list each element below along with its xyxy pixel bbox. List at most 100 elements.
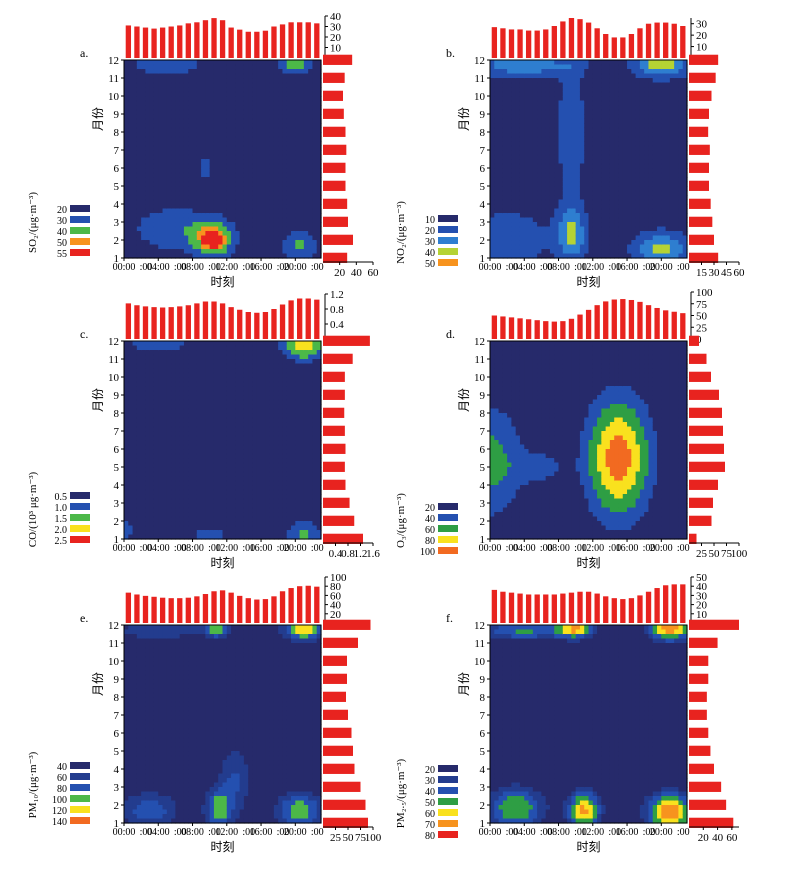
heatmap-cell (623, 245, 628, 250)
heatmap-cell (278, 245, 283, 250)
heatmap-cell (158, 119, 163, 124)
heatmap-cell (597, 137, 602, 142)
heatmap-cell (623, 146, 628, 151)
heatmap-cell (218, 159, 223, 164)
heatmap-cell (541, 74, 546, 79)
heatmap-cell (507, 168, 512, 173)
heatmap-cell (240, 119, 245, 124)
heatmap-cell (265, 78, 270, 83)
heatmap-cell (571, 249, 576, 254)
heatmap-cell (124, 526, 129, 531)
heatmap-cell (576, 218, 581, 223)
heatmap-cell (223, 240, 228, 245)
heatmap-cell (223, 191, 228, 196)
heatmap-cell (141, 245, 146, 250)
heatmap-cell (563, 101, 568, 106)
heatmap-cell (494, 150, 499, 155)
heatmap-cell (184, 132, 189, 137)
heatmap-cell (124, 200, 129, 205)
heatmap-cell (252, 114, 257, 119)
heatmap-cell (167, 83, 172, 88)
heatmap-cell (180, 404, 185, 409)
heatmap-cell (559, 240, 564, 245)
heatmap-cell (580, 60, 585, 65)
heatmap-cell (550, 236, 555, 241)
heatmap-cell (308, 186, 313, 191)
heatmap-cell (257, 132, 262, 137)
heatmap-cell (516, 173, 521, 178)
heatmap-cell (674, 96, 679, 101)
heatmap-cell (631, 101, 636, 106)
heatmap-cell (601, 155, 606, 160)
x-tick-label: 12:00 (215, 262, 238, 273)
heatmap-cell (214, 114, 219, 119)
heatmap-cell (644, 110, 649, 115)
heatmap-cell (520, 168, 525, 173)
heatmap-cell (593, 204, 598, 209)
heatmap-cell (597, 186, 602, 191)
heatmap-cell (210, 164, 215, 169)
heatmap-cell (158, 472, 163, 477)
heatmap-cell (287, 164, 292, 169)
heatmap-cell (580, 222, 585, 227)
heatmap-cell (627, 92, 632, 97)
heatmap-cell (257, 186, 262, 191)
heatmap-cell (150, 173, 155, 178)
heatmap-cell (128, 105, 133, 110)
heatmap-cell (265, 60, 270, 65)
heatmap-cell (653, 191, 658, 196)
heatmap-cell (171, 78, 176, 83)
heatmap-cell (201, 195, 206, 200)
heatmap-cell (188, 182, 193, 187)
heatmap-cell (670, 222, 675, 227)
heatmap-cell (597, 92, 602, 97)
heatmap-cell (490, 128, 495, 133)
heatmap-cell (167, 517, 172, 522)
heatmap-cell (648, 159, 653, 164)
heatmap-cell (193, 191, 198, 196)
hourly-bar (517, 29, 522, 58)
heatmap-cell (511, 177, 516, 182)
heatmap-cell (648, 231, 653, 236)
heatmap-cell (270, 105, 275, 110)
heatmap-cell (244, 105, 249, 110)
heatmap-cell (494, 146, 499, 151)
heatmap-cell (567, 78, 572, 83)
heatmap-cell (227, 78, 232, 83)
heatmap-cell (252, 150, 257, 155)
heatmap-cell (567, 191, 572, 196)
heatmap-cell (171, 476, 176, 481)
heatmap-cell (507, 114, 512, 119)
heatmap-cell (674, 159, 679, 164)
heatmap-cell (214, 236, 219, 241)
heatmap-cell (494, 222, 499, 227)
heatmap-cell (163, 503, 168, 508)
heatmap-cell (550, 60, 555, 65)
heatmap-cell (533, 173, 538, 178)
heatmap-cell (312, 128, 317, 133)
heatmap-cell (163, 92, 168, 97)
heatmap-cell (606, 132, 611, 137)
heatmap-cell (124, 123, 129, 128)
heatmap-cell (295, 60, 300, 65)
heatmap-cell (631, 204, 636, 209)
legend-swatch (438, 237, 458, 244)
heatmap-cell (627, 132, 632, 137)
heatmap-cell (145, 395, 150, 400)
heatmap-cell (257, 114, 262, 119)
heatmap-cell (529, 222, 534, 227)
heatmap-cell (640, 245, 645, 250)
heatmap-cell (274, 182, 279, 187)
heatmap-cell (580, 213, 585, 218)
heatmap-cell (133, 499, 138, 504)
heatmap-cell (124, 164, 129, 169)
heatmap-cell (150, 485, 155, 490)
heatmap-cell (618, 177, 623, 182)
heatmap-cell (128, 200, 133, 205)
heatmap-cell (597, 83, 602, 88)
heatmap-cell (184, 445, 189, 450)
heatmap-cell (150, 213, 155, 218)
heatmap-cell (180, 476, 185, 481)
heatmap-cell (678, 137, 683, 142)
heatmap-cell (141, 182, 146, 187)
